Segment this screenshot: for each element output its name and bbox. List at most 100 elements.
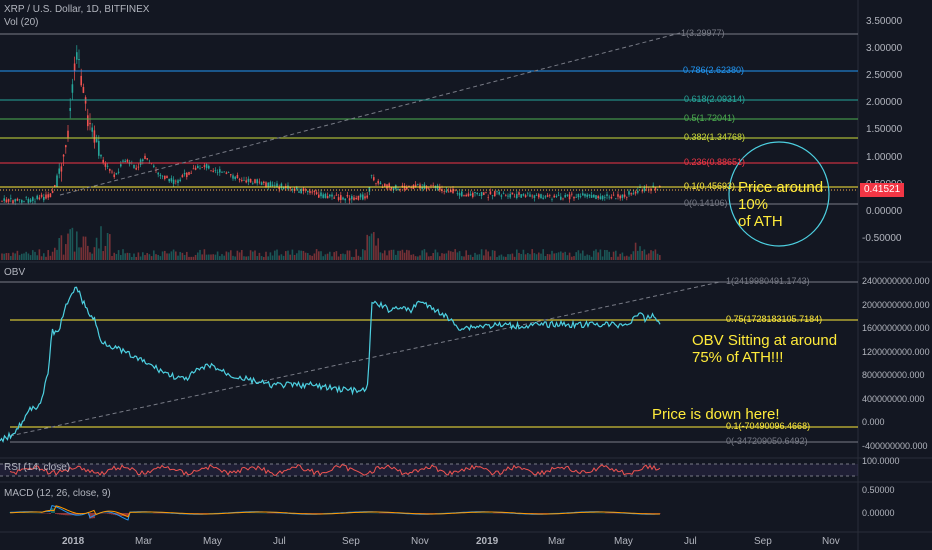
volume-bar bbox=[353, 256, 355, 260]
volume-bar bbox=[546, 253, 549, 260]
volume-bar bbox=[124, 253, 126, 260]
volume-bar bbox=[579, 253, 582, 260]
obv-tick: 2000000000.000 bbox=[862, 300, 930, 310]
candle-body bbox=[450, 190, 452, 192]
candle-body bbox=[575, 197, 577, 198]
time-tick: Jul bbox=[273, 536, 286, 547]
volume-bar bbox=[300, 250, 302, 260]
candle-body bbox=[300, 188, 302, 194]
candle-body bbox=[494, 191, 496, 197]
volume-bar bbox=[153, 250, 155, 260]
time-tick: Nov bbox=[411, 536, 429, 547]
volume-bar bbox=[643, 249, 646, 260]
volume-bar bbox=[212, 254, 214, 260]
volume-bar bbox=[434, 249, 437, 260]
volume-bar bbox=[192, 256, 195, 260]
price-tick: 1.00000 bbox=[866, 152, 903, 163]
volume-bar bbox=[531, 249, 533, 260]
macd-indicator-label[interactable]: MACD (12, 26, close, 9) bbox=[4, 488, 111, 499]
candle-body bbox=[135, 167, 137, 170]
volume-bar bbox=[142, 252, 144, 260]
candle-body bbox=[194, 167, 197, 170]
rsi-indicator-label[interactable]: RSI (14, close) bbox=[4, 462, 71, 473]
symbol-title[interactable]: XRP / U.S. Dollar, 1D, BITFINEX bbox=[4, 4, 150, 15]
candle-body bbox=[32, 197, 34, 201]
volume-bar bbox=[535, 254, 538, 260]
volume-bar bbox=[205, 254, 208, 260]
candle-body bbox=[579, 196, 582, 197]
volume-bar bbox=[533, 253, 536, 260]
volume-bar bbox=[38, 249, 41, 260]
volume-bar bbox=[203, 249, 206, 260]
volume-bar bbox=[500, 254, 503, 260]
volume-bar bbox=[342, 253, 344, 260]
volume-bar bbox=[76, 231, 78, 260]
price-down-annotation[interactable]: Price is down here! bbox=[652, 406, 780, 423]
candle-body bbox=[480, 192, 483, 196]
volume-indicator-label[interactable]: Vol (20) bbox=[4, 17, 39, 28]
volume-bar bbox=[45, 256, 47, 260]
candle-body bbox=[296, 187, 298, 190]
volume-bar bbox=[89, 252, 91, 260]
volume-bar bbox=[309, 255, 311, 260]
candle-body bbox=[491, 195, 494, 196]
macd-tick: 0.50000 bbox=[862, 485, 895, 495]
price-annotation-circle[interactable] bbox=[728, 141, 830, 247]
candle-body bbox=[16, 198, 19, 201]
obv-trend-line[interactable] bbox=[9, 281, 721, 437]
price-trend-line[interactable] bbox=[59, 32, 681, 196]
volume-bar bbox=[362, 249, 364, 260]
candle-body bbox=[436, 185, 439, 190]
candle-body bbox=[502, 193, 505, 194]
candle-body bbox=[366, 195, 368, 198]
candle-body bbox=[329, 194, 331, 197]
volume-bar bbox=[516, 249, 518, 260]
candle-body bbox=[641, 190, 643, 192]
candle-body bbox=[7, 199, 10, 202]
volume-bar bbox=[126, 252, 129, 260]
candle-body bbox=[333, 197, 335, 199]
candle-body bbox=[181, 175, 184, 178]
candle-body bbox=[654, 187, 657, 190]
candle-body bbox=[203, 165, 206, 167]
candle-body bbox=[421, 186, 423, 189]
candle-body bbox=[263, 181, 265, 184]
volume-bar bbox=[414, 256, 417, 260]
candle-body bbox=[230, 174, 232, 176]
candle-body bbox=[238, 179, 241, 181]
candle-body bbox=[586, 194, 588, 197]
candle-body bbox=[355, 197, 357, 200]
volume-bar bbox=[223, 255, 225, 260]
candle-body bbox=[289, 187, 291, 189]
candle-body bbox=[397, 188, 399, 190]
volume-bar bbox=[117, 250, 120, 260]
price-annotation-text[interactable]: Price around 10% of ATH bbox=[738, 179, 824, 230]
volume-bar bbox=[170, 251, 173, 260]
volume-bar bbox=[601, 256, 604, 260]
volume-bar bbox=[491, 250, 494, 260]
volume-bar bbox=[641, 250, 643, 260]
volume-bar bbox=[465, 250, 467, 260]
candle-body bbox=[634, 191, 637, 194]
macd-histogram-bar bbox=[107, 513, 109, 514]
volume-bar bbox=[401, 249, 404, 260]
candle-body bbox=[124, 160, 126, 163]
candle-body bbox=[520, 194, 522, 198]
volume-bar bbox=[71, 227, 74, 260]
obv-tick: 800000000.000 bbox=[862, 370, 925, 380]
volume-bar bbox=[590, 256, 593, 260]
candle-body bbox=[122, 160, 124, 162]
obv-indicator-label[interactable]: OBV bbox=[4, 267, 26, 278]
candle-body bbox=[630, 193, 632, 195]
volume-bar bbox=[485, 249, 487, 260]
volume-bar bbox=[568, 252, 571, 260]
volume-bar bbox=[439, 256, 441, 260]
candle-body bbox=[351, 196, 353, 200]
volume-bar bbox=[509, 254, 511, 260]
candle-body bbox=[265, 182, 267, 187]
time-tick: 2019 bbox=[476, 536, 499, 547]
candle-body bbox=[357, 195, 360, 200]
obv-annotation-text[interactable]: OBV Sitting at around 75% of ATH!!! bbox=[692, 332, 838, 366]
candle-body bbox=[252, 183, 254, 184]
